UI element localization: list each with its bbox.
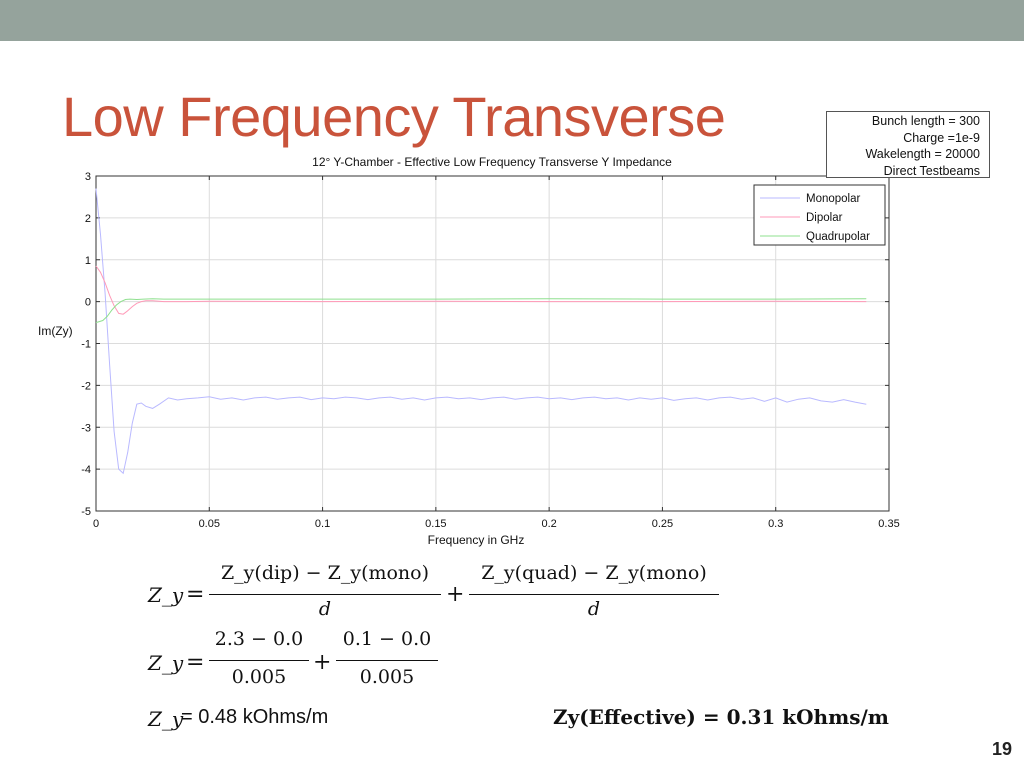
x-tick-label: 0.2 [541, 518, 556, 530]
y-tick-label: 1 [85, 255, 91, 267]
eq1-equals: = [186, 582, 205, 607]
x-tick-label: 0 [93, 518, 99, 530]
y-tick-label: -1 [81, 339, 91, 351]
y-tick-label: 3 [85, 171, 91, 183]
info-bunch-length: Bunch length = 300 [871, 114, 980, 128]
x-tick-label: 0.25 [652, 518, 673, 530]
eq2-plus: + [313, 650, 332, 675]
x-tick-label: 0.1 [315, 518, 330, 530]
series-line-monopolar [95, 188, 867, 475]
info-charge: Charge =1e-9 [903, 130, 980, 145]
eq1-plus: + [446, 582, 465, 607]
info-testbeams: Direct Testbeams [883, 163, 980, 178]
x-tick-label: 0.05 [199, 518, 220, 530]
eq2-equals: = [186, 650, 205, 675]
effective-impedance: Zy(Effective) = 0.31 kOhms/m [553, 705, 889, 729]
y-tick-label: 2 [85, 213, 91, 225]
info-box: Bunch length = 300 Charge =1e-9 Wakeleng… [826, 111, 990, 178]
eq1-denominator-1: d [318, 598, 332, 620]
y-tick-label: -2 [81, 380, 91, 392]
series-lines [95, 188, 867, 475]
axis-ticks: 0 0.05 0.1 0.15 0.2 0.25 0.3 0.35 3 2 1 0 -1 -2 -3 -4 -5 [81, 171, 899, 530]
x-axis-label: Frequency in GHz [428, 533, 525, 547]
eq2-numerator-1: 2.3 − 0.0 [214, 628, 304, 650]
x-tick-label: 0.15 [425, 518, 446, 530]
x-tick-label: 0.35 [878, 518, 899, 530]
y-axis-label: Im(Zy) [38, 324, 73, 338]
eq1-lhs: Z_y [148, 583, 184, 607]
y-tick-label: 0 [85, 297, 91, 309]
series-line-dipolar [95, 265, 867, 315]
eq2-denominator-1: 0.005 [231, 666, 287, 688]
legend: Monopolar Dipolar Quadrupolar [753, 184, 886, 246]
y-tick-label: -4 [81, 464, 91, 476]
eq2-denominator-2: 0.005 [359, 666, 415, 688]
x-tick-label: 0.3 [768, 518, 783, 530]
eq2-fraction-bar-1 [209, 660, 309, 661]
top-banner [0, 0, 1024, 41]
eq1-fraction-bar-1 [209, 594, 441, 595]
legend-label-dipolar: Dipolar [806, 212, 843, 224]
chart-title: 12° Y-Chamber - Effective Low Frequency … [312, 155, 672, 169]
eq2-fraction-bar-2 [336, 660, 438, 661]
legend-label-quadrupolar: Quadrupolar [806, 231, 870, 243]
eq1-denominator-2: d [587, 598, 601, 620]
y-tick-label: -5 [81, 506, 91, 518]
eq2-numerator-2: 0.1 − 0.0 [342, 628, 432, 650]
eq1-numerator-2: Z_y(quad) − Z_y(mono) [481, 562, 707, 584]
legend-box [753, 184, 886, 246]
slide-title: Low Frequency Transverse [62, 85, 726, 148]
legend-label-monopolar: Monopolar [806, 193, 861, 205]
series-line-quadrupolar [95, 298, 867, 324]
result-value: = 0.48 kOhms/m [181, 706, 329, 728]
eq2-lhs: Z_y [148, 651, 184, 675]
eq1-fraction-bar-2 [469, 594, 719, 595]
y-tick-label: -3 [81, 422, 91, 434]
slide-number: 19 [991, 739, 1012, 759]
result-lhs: Z_y [148, 707, 184, 731]
eq1-numerator-1: Z_y(dip) − Z_y(mono) [220, 562, 430, 584]
info-wakelength: Wakelength = 20000 [865, 147, 980, 161]
